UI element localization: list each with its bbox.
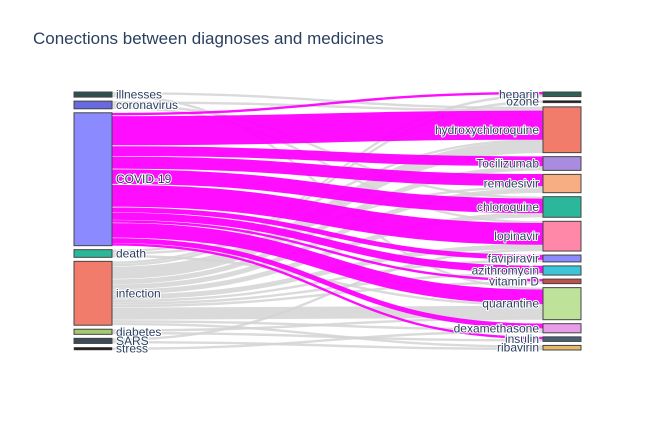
node-infection[interactable] (73, 260, 113, 326)
node-label-tocilizumab: Tocilizumab (476, 157, 539, 171)
node-label-insulin: insulin (505, 332, 539, 346)
node-hydroxychloroquine[interactable] (542, 106, 582, 154)
node-tocilizumab[interactable] (542, 156, 582, 171)
node-label-hydroxychloroquine: hydroxychloroquine (435, 123, 539, 137)
link-covid-19-to-azithromycin[interactable] (111, 212, 544, 273)
link-infection-to-azithromycin[interactable] (111, 272, 544, 305)
node-label-ribavirin: ribavirin (497, 341, 539, 355)
node-ribavirin[interactable] (542, 344, 582, 351)
sankey-links (111, 91, 544, 351)
link-infection-to-quarantine[interactable] (111, 305, 544, 320)
link-infection-to-lopinavir[interactable] (111, 244, 544, 300)
sankey-nodes (73, 91, 582, 351)
node-azithromycin[interactable] (542, 265, 582, 276)
link-infection-to-ozone[interactable] (111, 100, 544, 267)
node-dexamethasone[interactable] (542, 323, 582, 334)
link-covid-19-to-lopinavir[interactable] (111, 184, 544, 245)
link-infection-to-remdesivir[interactable] (111, 187, 544, 290)
node-label-infection: infection (116, 286, 161, 300)
node-sars[interactable] (73, 337, 113, 344)
node-vitamin-d[interactable] (542, 278, 582, 285)
node-favipiravir[interactable] (542, 254, 582, 263)
node-label-azithromycin: azithromycin (472, 263, 539, 277)
node-label-coronavirus: coronavirus (116, 98, 178, 112)
link-diabetes-to-insulin[interactable] (111, 331, 544, 342)
node-label-favipiravir: favipiravir (488, 251, 539, 265)
link-covid-19-to-tocilizumab[interactable] (111, 146, 544, 167)
node-label-illnesses: illnesses (116, 88, 162, 102)
node-label-stress: stress (116, 342, 148, 356)
node-lopinavir[interactable] (542, 220, 582, 252)
node-coronavirus[interactable] (73, 100, 113, 110)
node-covid-19[interactable] (73, 112, 113, 247)
link-covid-19-to-chloroquine[interactable] (111, 169, 544, 214)
link-covid-19-to-vitamin-d[interactable] (111, 220, 544, 282)
link-illnesses-to-hydroxychloroquine[interactable] (111, 92, 544, 110)
node-quarantine[interactable] (542, 287, 582, 321)
node-label-vitamin-d: vitamin D (489, 274, 539, 288)
link-infection-to-chloroquine[interactable] (111, 212, 544, 295)
link-covid-19-to-quarantine[interactable] (111, 223, 544, 305)
node-ozone[interactable] (542, 100, 582, 104)
node-label-diabetes: diabetes (116, 325, 161, 339)
node-label-heparin: heparin (499, 87, 539, 101)
link-covid-19-to-dexamethasone[interactable] (111, 238, 544, 329)
node-label-remdesivir: remdesivir (484, 177, 539, 191)
link-infection-to-heparin[interactable] (111, 94, 544, 264)
node-death[interactable] (73, 249, 113, 258)
link-sars-to-ribavirin[interactable] (111, 340, 544, 351)
link-covid-19-to-remdesivir[interactable] (111, 156, 544, 187)
node-label-death: death (116, 247, 146, 261)
link-infection-to-ribavirin[interactable] (111, 322, 544, 348)
node-label-quarantine: quarantine (482, 297, 539, 311)
node-label-sars: SARS (116, 334, 149, 348)
node-chloroquine[interactable] (542, 196, 582, 218)
node-heparin[interactable] (542, 91, 582, 98)
link-covid-19-to-heparin[interactable] (111, 91, 544, 116)
node-remdesivir[interactable] (542, 173, 582, 194)
node-label-ozone: ozone (506, 95, 539, 109)
link-covid-19-to-hydroxychloroquine[interactable] (111, 110, 544, 146)
link-covid-19-to-insulin[interactable] (111, 243, 544, 340)
node-insulin[interactable] (542, 336, 582, 342)
node-stress[interactable] (73, 347, 113, 351)
node-label-dexamethasone: dexamethasone (454, 321, 540, 335)
link-covid-19-to-favipiravir[interactable] (111, 207, 544, 260)
chart-title: Conections between diagnoses and medicin… (33, 29, 384, 48)
node-diabetes[interactable] (73, 328, 113, 335)
node-label-chloroquine: chloroquine (477, 200, 539, 214)
node-illnesses[interactable] (73, 91, 113, 98)
node-label-covid-19: COVID-19 (116, 172, 172, 186)
node-label-lopinavir: lopinavir (494, 229, 539, 243)
